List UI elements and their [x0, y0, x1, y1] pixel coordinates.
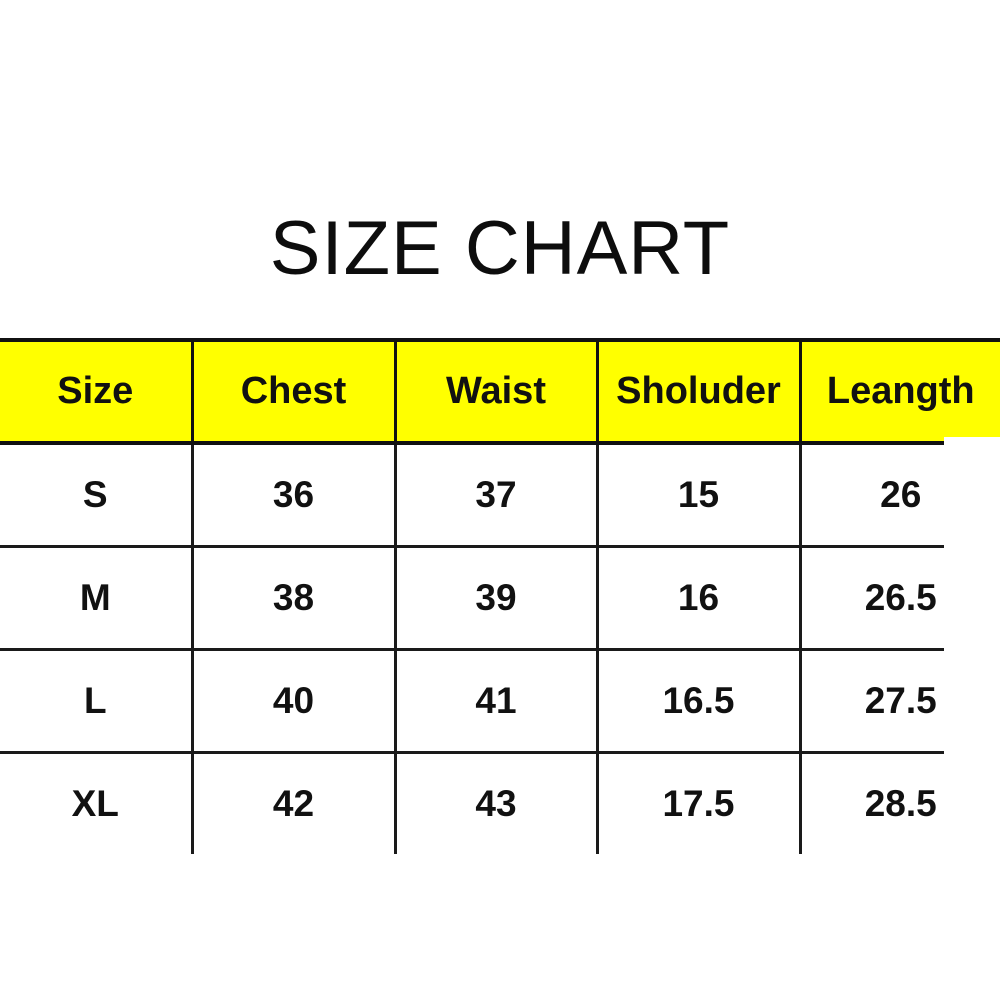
- cell-chest: 36: [192, 443, 397, 548]
- cell-size: L: [0, 649, 194, 754]
- table-right-margin: [944, 437, 1000, 857]
- column-header-waist: Waist: [395, 338, 599, 445]
- cell-sholuder: 17.5: [597, 752, 802, 854]
- column-header-leangth: Leangth: [800, 338, 1000, 445]
- size-chart-table: Size Chest Waist Sholuder Leangth S 36 3…: [0, 338, 1000, 854]
- cell-size: M: [0, 546, 194, 651]
- table-header: Size Chest Waist Sholuder Leangth: [0, 338, 1000, 445]
- cell-waist: 39: [395, 546, 599, 651]
- cell-chest: 40: [192, 649, 397, 754]
- cell-leangth: 26.5: [800, 546, 1000, 651]
- cell-waist: 37: [395, 443, 599, 548]
- page-title: SIZE CHART: [269, 206, 731, 291]
- table-body: S 36 37 15 26 M 38 39 16 26.5 L 40 41 16…: [0, 443, 1000, 854]
- cell-chest: 42: [192, 752, 397, 854]
- table-row: XL 42 43 17.5 28.5: [0, 752, 1000, 854]
- table-row: M 38 39 16 26.5: [0, 546, 1000, 651]
- table-row: L 40 41 16.5 27.5: [0, 649, 1000, 754]
- column-header-chest: Chest: [192, 338, 397, 445]
- cell-waist: 41: [395, 649, 599, 754]
- cell-waist: 43: [395, 752, 599, 854]
- cell-sholuder: 16.5: [597, 649, 802, 754]
- cell-chest: 38: [192, 546, 397, 651]
- cell-size: S: [0, 443, 194, 548]
- column-header-size: Size: [0, 338, 194, 445]
- cell-size: XL: [0, 752, 194, 854]
- cell-sholuder: 16: [597, 546, 802, 651]
- table-header-row: Size Chest Waist Sholuder Leangth: [0, 338, 1000, 445]
- cell-sholuder: 15: [597, 443, 802, 548]
- column-header-sholuder: Sholuder: [597, 338, 802, 445]
- table-row: S 36 37 15 26: [0, 443, 1000, 548]
